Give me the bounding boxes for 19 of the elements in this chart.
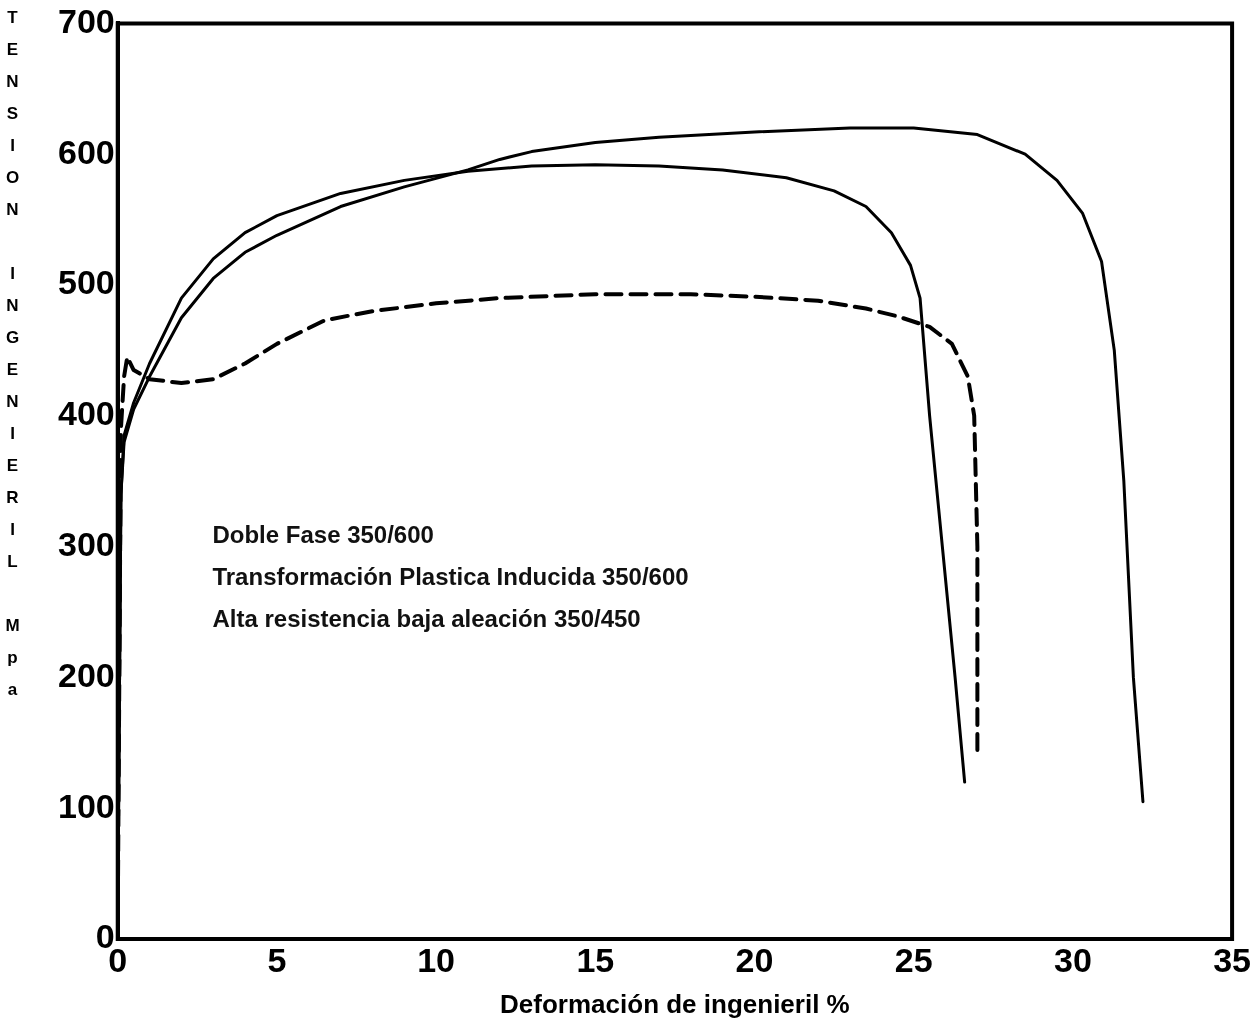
y-tick-label: 500 (57, 263, 115, 302)
x-tick-label: 20 (735, 940, 774, 979)
y-tick-label: 600 (57, 132, 115, 171)
y-tick-label: 100 (57, 786, 115, 825)
annotation: Transformación Plastica Inducida 350/600 (212, 562, 689, 590)
y-tick-label: 700 (57, 1, 115, 40)
x-tick-label: 5 (267, 940, 287, 979)
x-axis-title: Deformación de ingenieril % (500, 988, 850, 1019)
x-tick-label: 10 (417, 940, 456, 979)
annotation: Doble Fase 350/600 (212, 520, 434, 548)
x-tick-label: 30 (1053, 940, 1092, 979)
x-tick-label: 35 (1213, 940, 1251, 979)
x-tick-label: 25 (894, 940, 933, 979)
y-axis-title: TENSION INGENIERIL Mpa (2, 8, 22, 712)
annotation: Alta resistencia baja aleación 350/450 (212, 604, 641, 632)
y-tick-label: 200 (57, 655, 115, 694)
y-tick-label: 400 (57, 394, 115, 433)
x-tick-label: 15 (576, 940, 615, 979)
y-tick-label: 300 (57, 524, 115, 563)
